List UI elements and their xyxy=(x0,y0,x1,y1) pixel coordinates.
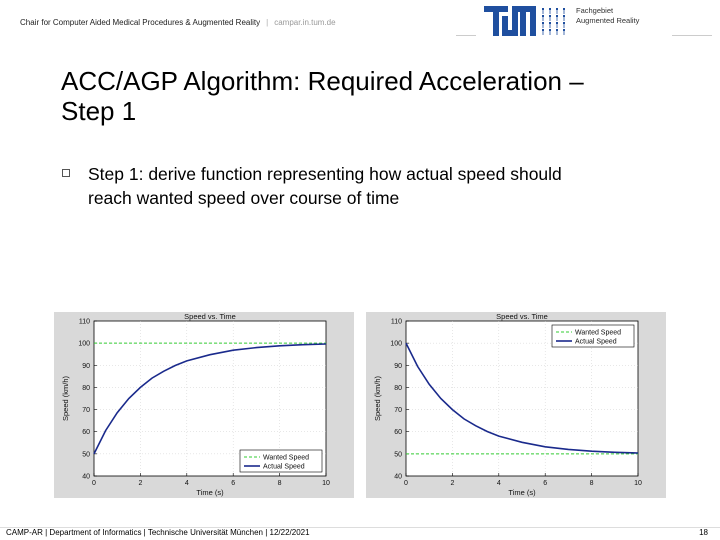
legend-box xyxy=(551,324,635,348)
tick-label-x: 4 xyxy=(185,480,189,487)
y-axis-label: Speed (km/h) xyxy=(61,375,70,421)
legend: Wanted Speed Actual Speed xyxy=(551,324,635,348)
tick-label-y: 40 xyxy=(394,474,402,481)
legend-box xyxy=(239,449,323,473)
tick-label-y: 60 xyxy=(82,429,90,436)
tick-label-y: 50 xyxy=(394,451,402,458)
header-separator: | xyxy=(266,18,269,27)
tum-logo xyxy=(484,6,536,36)
chart-right: Speed vs. Time 40 50 60 70 80 90 100 110 0 2 4 6 8 10 T… xyxy=(366,312,666,498)
tick-label-x: 0 xyxy=(404,480,408,487)
header-rule-left xyxy=(456,35,476,36)
chart-left-svg: Speed vs. Time 40 50 60 70 80 90 100 110 0 2 4 6 8 10 T… xyxy=(61,312,330,497)
tick-label-y: 50 xyxy=(82,451,90,458)
tick-label-y: 60 xyxy=(394,429,402,436)
x-axis-label: Time (s) xyxy=(196,488,224,497)
tick-label-x: 6 xyxy=(543,480,547,487)
tick-label-x: 8 xyxy=(278,480,282,487)
tick-label-x: 10 xyxy=(322,480,330,487)
x-axis-label: Time (s) xyxy=(508,488,536,497)
legend-entry: Wanted Speed xyxy=(263,455,309,462)
tick-label-x: 6 xyxy=(231,480,235,487)
tick-label-y: 40 xyxy=(82,474,90,481)
tick-label-y: 70 xyxy=(82,407,90,414)
legend-entry: Actual Speed xyxy=(575,339,617,346)
page-number: 18 xyxy=(699,528,708,537)
bullet-square-icon xyxy=(62,169,70,177)
tick-label-y: 80 xyxy=(82,385,90,392)
tick-label-x: 2 xyxy=(138,480,142,487)
department-label: Fachgebiet Augmented Reality xyxy=(576,6,640,25)
bullet-text: Step 1: derive function representing how… xyxy=(88,164,562,208)
tick-label-y: 100 xyxy=(390,341,402,348)
slide-header: Chair for Computer Aided Medical Procedu… xyxy=(0,0,720,45)
tick-label-x: 8 xyxy=(590,480,594,487)
slide-title: ACC/AGP Algorithm: Required Acceleration… xyxy=(61,66,584,126)
series-line-actual xyxy=(93,343,327,455)
header-url: campar.in.tum.de xyxy=(274,18,336,27)
chart-left: Speed vs. Time 40 50 60 70 80 90 100 110 0 2 4 6 8 10 T… xyxy=(54,312,354,498)
y-axis-label: Speed (km/h) xyxy=(373,375,382,421)
chart-title: Speed vs. Time xyxy=(496,312,548,321)
chart-title: Speed vs. Time xyxy=(184,312,236,321)
faculty-grid-logo xyxy=(542,8,565,35)
slide-footer: CAMP-AR | Department of Informatics | Te… xyxy=(0,527,720,540)
legend: Wanted Speed Actual Speed xyxy=(239,449,323,473)
series-line-actual xyxy=(405,342,639,454)
tick-label-y: 90 xyxy=(394,363,402,370)
legend-entry: Wanted Speed xyxy=(575,330,621,337)
tick-label-y: 70 xyxy=(394,407,402,414)
legend-entry: Actual Speed xyxy=(263,464,305,471)
tick-label-x: 10 xyxy=(634,480,642,487)
header-rule-right xyxy=(672,35,712,36)
chart-right-svg: Speed vs. Time 40 50 60 70 80 90 100 110 0 2 4 6 8 10 T… xyxy=(373,312,642,497)
tick-label-x: 0 xyxy=(92,480,96,487)
tick-label-x: 4 xyxy=(497,480,501,487)
tick-label-y: 100 xyxy=(78,341,90,348)
tick-label-y: 110 xyxy=(391,319,402,326)
tick-label-y: 80 xyxy=(394,385,402,392)
tick-label-x: 2 xyxy=(450,480,454,487)
footer-rule xyxy=(0,527,720,528)
tick-label-y: 90 xyxy=(82,363,90,370)
footer-text: CAMP-AR | Department of Informatics | Te… xyxy=(6,528,310,537)
tick-label-y: 110 xyxy=(79,319,90,326)
chair-name: Chair for Computer Aided Medical Procedu… xyxy=(20,18,336,27)
